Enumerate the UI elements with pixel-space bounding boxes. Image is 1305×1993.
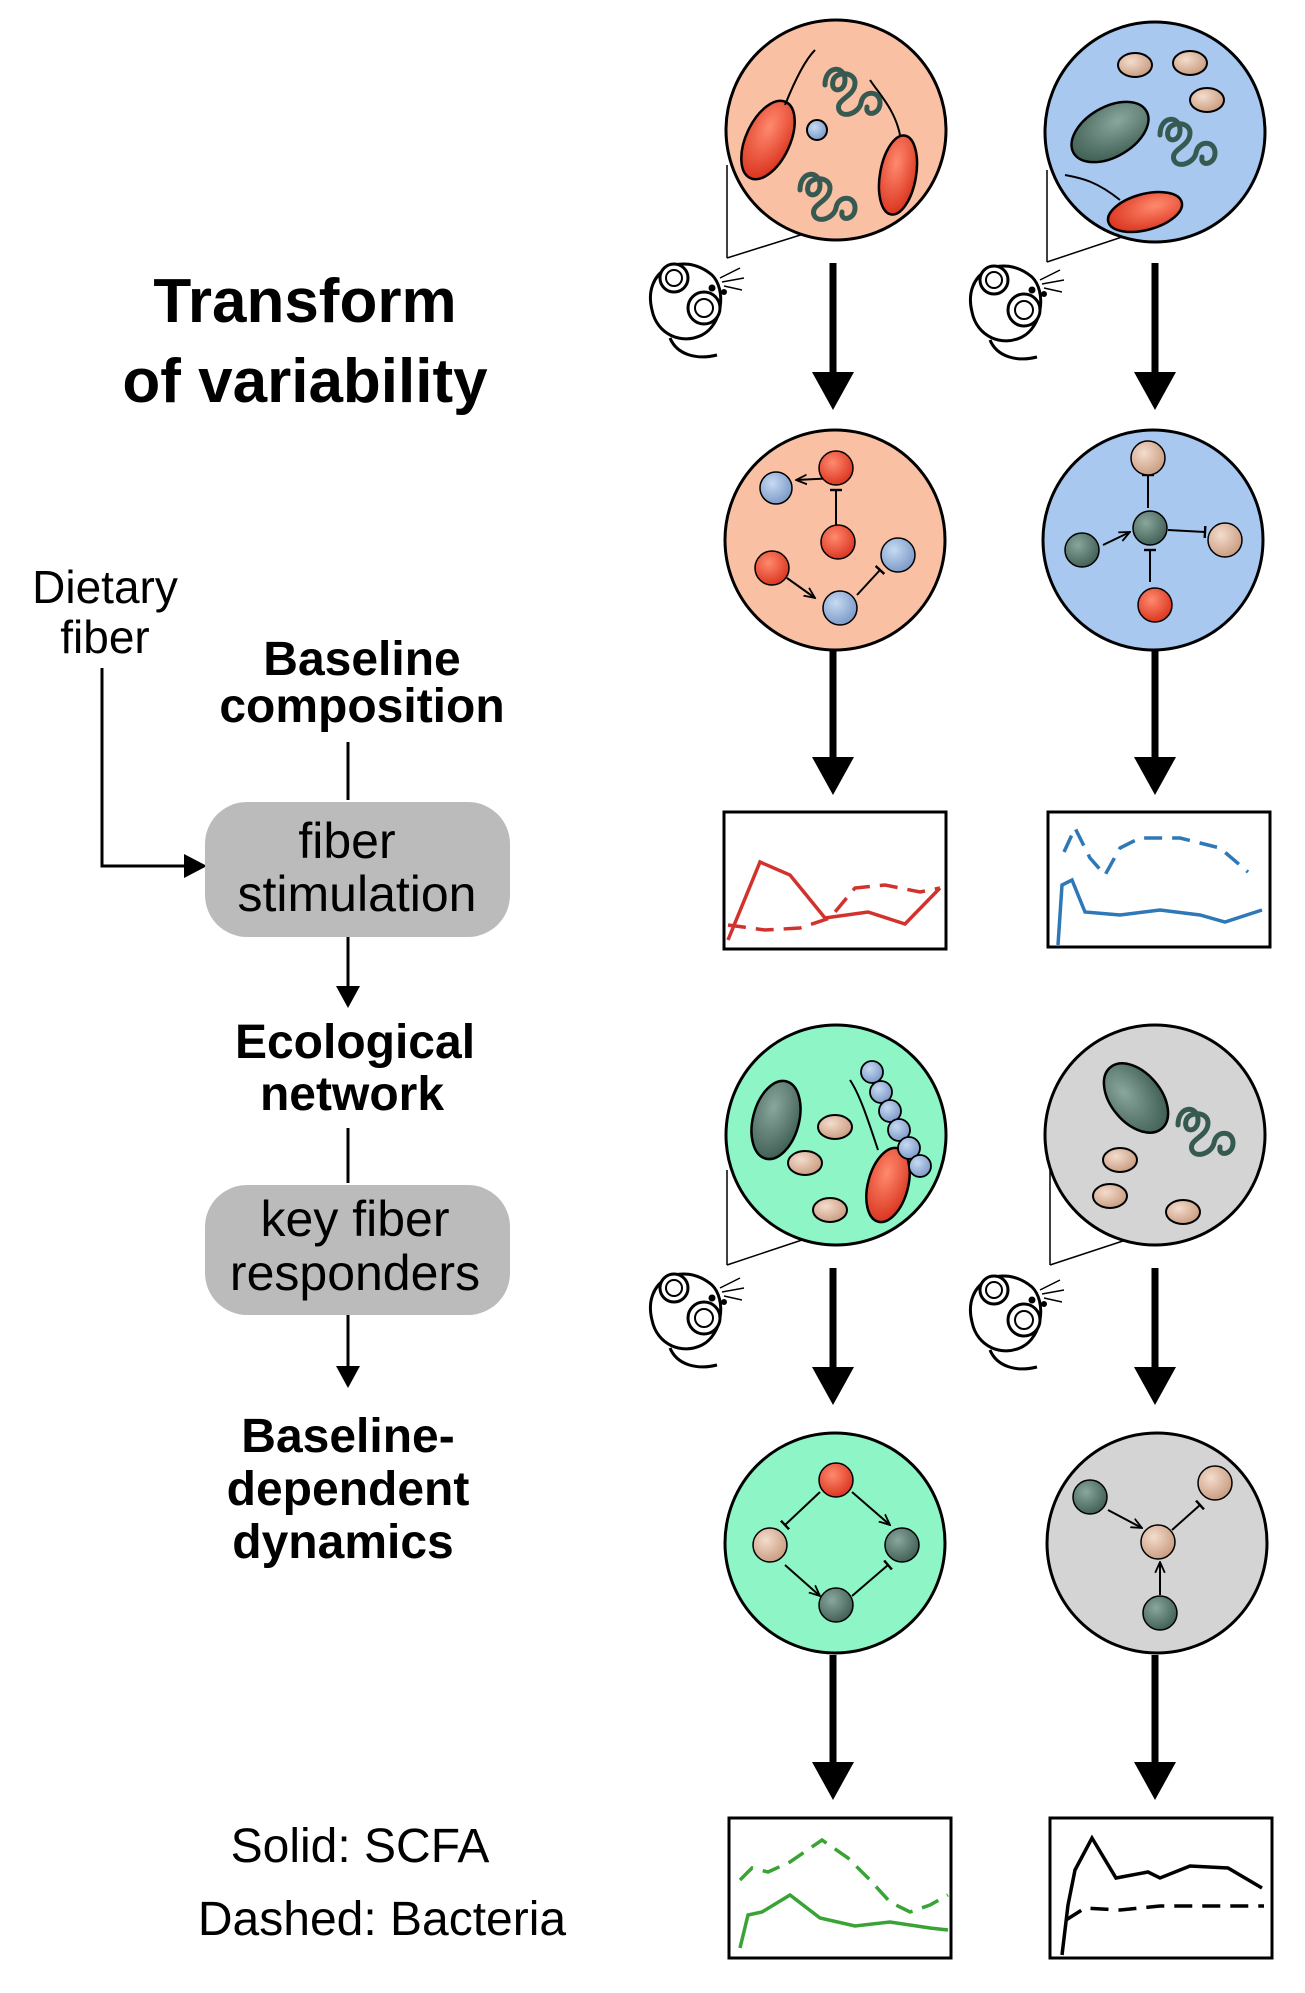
input-arrow [100,668,207,878]
network-circle-blue [1041,428,1265,652]
step-baseline-line1: Baseline [263,633,460,686]
blue-node [822,590,858,626]
arrow-down [812,1655,854,1800]
tan-node [752,1527,788,1563]
blue-node [880,537,916,573]
tan-node [1197,1465,1233,1501]
network-circle-green [723,1431,947,1655]
teal-node [884,1527,920,1563]
arrow-down [1134,1655,1176,1800]
input-line1: Dietary [32,561,178,613]
arrow-down [1134,1268,1176,1405]
dynamics-plot-red [722,810,948,951]
mouse-icon [968,1274,1066,1371]
tan-coccus [1117,52,1153,78]
dynamics-plot-green [727,1816,953,1960]
red-node [754,550,790,586]
tan-coccus [1165,1199,1201,1225]
red-rod-bacterium [877,134,919,216]
step-eco-line2: network [260,1068,444,1121]
network-circle-gray [1045,1431,1269,1655]
dynamics-plot-black [1048,1816,1274,1960]
step-dyn-line3: dynamics [232,1516,453,1569]
teal-node [1072,1479,1108,1515]
tan-node [1130,440,1166,476]
key-line1: key fiber [261,1191,450,1247]
tan-node [1140,1524,1176,1560]
teal-rod-bacterium [750,1079,802,1161]
arrow-key-dyn [336,1315,360,1388]
arrow-down [812,1268,854,1405]
blue-node [759,471,793,505]
network-circle-orange [723,428,947,652]
teal-rod-bacterium [1070,100,1150,164]
fiber-stimulation-pill [205,802,510,937]
red-node [818,450,854,486]
blue-coccus-chain [860,1060,932,1178]
teal-node [1132,510,1168,546]
tan-coccus [1092,1183,1128,1209]
series-dashed-line [727,883,941,932]
arrow-fiber-eco [336,937,360,1008]
teal-rod-bacterium [1102,1062,1170,1134]
red-rod-bacterium [1106,190,1184,234]
dynamics-plot-blue [1046,810,1272,949]
step-dyn-line1: Baseline- [241,1410,454,1463]
key-line2: responders [230,1245,480,1301]
arrow-down [1134,263,1176,410]
series-solid-line [1056,877,1263,946]
arrow-down [812,650,854,795]
tan-coccus [787,1150,823,1176]
series-solid-line [1060,1834,1263,1956]
microbe-circle-blue [1043,20,1267,263]
blue-coccus [806,119,828,141]
tan-coccus [1189,87,1225,113]
teal-node [818,1587,854,1623]
tan-coccus [817,1114,853,1140]
arrow-down [1134,650,1176,795]
tan-coccus [812,1197,848,1223]
teal-node [1064,532,1100,568]
title-line2: of variability [122,347,488,416]
microbe-circle-orange [724,18,948,259]
title-line1: Transform [153,267,456,336]
series-solid-line [738,1892,949,1949]
step-eco-line1: Ecological [235,1016,475,1069]
key-responders-pill [205,1185,510,1315]
legend-solid: Solid: SCFA [231,1820,490,1873]
arrow-down [812,263,854,410]
fiber-line1: fiber [298,813,395,869]
series-dashed-line [1065,1904,1264,1922]
tan-node [1207,522,1243,558]
input-line2: fiber [60,611,149,663]
tan-coccus [1172,50,1208,76]
mouse-icon [648,262,746,359]
red-node [818,1462,854,1498]
mouse-icon [648,1272,746,1369]
microbe-circle-green [724,1023,948,1266]
teal-node [1142,1595,1178,1631]
red-node [1137,587,1173,623]
fiber-line2: stimulation [238,866,477,922]
step-dyn-line2: dependent [227,1463,470,1516]
tan-coccus [1102,1147,1138,1173]
series-dashed-line [738,1837,949,1914]
microbe-circle-gray [1043,1023,1267,1266]
legend-dashed: Dashed: Bacteria [198,1893,567,1946]
mouse-icon [968,264,1066,361]
series-dashed-line [1062,823,1250,879]
step-baseline-line2: composition [219,680,504,733]
red-node [820,524,856,560]
